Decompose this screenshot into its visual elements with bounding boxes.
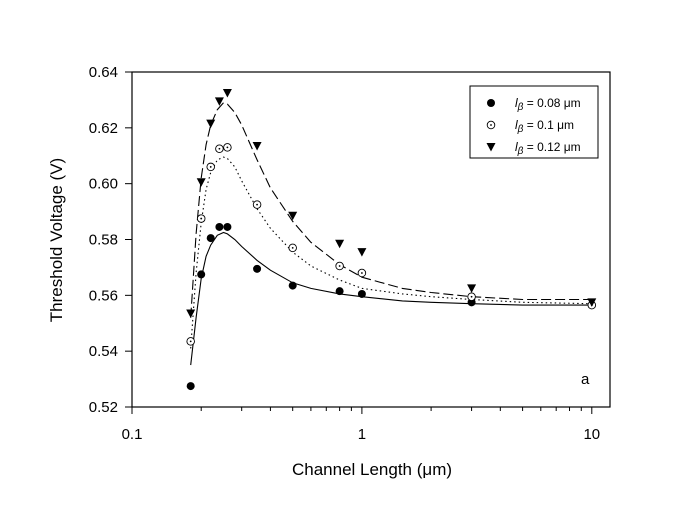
y-tick-label: 0.60 xyxy=(89,176,118,193)
data-point-series-2 xyxy=(206,162,215,172)
x-axis-title: Channel Length (μm) xyxy=(292,460,452,479)
fit-line-series-3 xyxy=(190,102,592,318)
data-point-series-1 xyxy=(253,264,262,273)
data-point-series-2 xyxy=(215,144,224,154)
y-tick-label: 0.56 xyxy=(89,287,118,304)
y-tick-label: 0.64 xyxy=(89,64,118,81)
data-point-series-2 xyxy=(467,292,476,301)
data-point-series-3 xyxy=(587,298,597,307)
y-tick-label: 0.58 xyxy=(89,232,118,249)
fit-line-series-1 xyxy=(190,231,592,366)
data-points xyxy=(186,88,597,391)
data-point-series-3 xyxy=(206,119,216,129)
data-point-series-2 xyxy=(288,243,297,253)
data-point-series-3 xyxy=(288,211,298,221)
data-point-series-3 xyxy=(186,309,196,318)
y-tick-label: 0.62 xyxy=(89,120,118,137)
legend-label-series-3: lβ = 0.12 μm xyxy=(515,140,581,157)
data-point-series-3 xyxy=(222,88,232,98)
data-point-series-2 xyxy=(223,143,232,152)
data-point-series-3 xyxy=(196,178,206,187)
data-point-series-2 xyxy=(335,261,344,271)
data-point-series-3 xyxy=(357,248,367,257)
legend-marker-series-2 xyxy=(486,120,496,130)
data-point-series-1 xyxy=(186,382,195,391)
legend-marker-series-1 xyxy=(487,99,495,107)
fit-line-series-2 xyxy=(190,156,592,349)
legend: lβ = 0.08 μm lβ = 0.1 μm lβ = 0.12 μm xyxy=(469,85,599,159)
data-point-series-2 xyxy=(186,337,195,346)
data-point-series-3 xyxy=(467,284,477,293)
y-axis-ticks: 0.52 0.54 0.56 0.58 0.60 0.62 0.64 xyxy=(89,64,132,416)
x-tick-label: 10 xyxy=(583,426,600,443)
data-point-series-3 xyxy=(335,239,345,249)
data-point-series-1 xyxy=(206,234,215,243)
x-tick-label: 0.1 xyxy=(122,426,143,443)
legend-label-series-1: lβ = 0.08 μm xyxy=(515,96,581,113)
data-point-series-3 xyxy=(214,97,224,106)
legend-label-series-2: lβ = 0.1 μm xyxy=(515,118,574,135)
data-point-series-1 xyxy=(357,289,366,298)
data-point-series-2 xyxy=(357,268,367,278)
data-point-series-1 xyxy=(215,222,224,231)
legend-marker-series-3 xyxy=(486,143,496,152)
data-point-series-2 xyxy=(252,200,262,209)
data-point-series-1 xyxy=(197,270,206,279)
data-point-series-1 xyxy=(335,287,344,296)
y-tick-label: 0.52 xyxy=(89,399,118,416)
y-axis-title: Threshold Voltage (V) xyxy=(47,158,66,322)
panel-label: a xyxy=(581,371,590,388)
data-point-series-3 xyxy=(252,141,262,151)
x-tick-label: 1 xyxy=(358,426,366,443)
x-axis-ticks: 0.1 1 10 xyxy=(122,407,600,443)
data-point-series-2 xyxy=(196,214,206,223)
data-point-series-1 xyxy=(288,281,297,290)
y-tick-label: 0.54 xyxy=(89,343,118,360)
data-point-series-1 xyxy=(223,222,232,231)
